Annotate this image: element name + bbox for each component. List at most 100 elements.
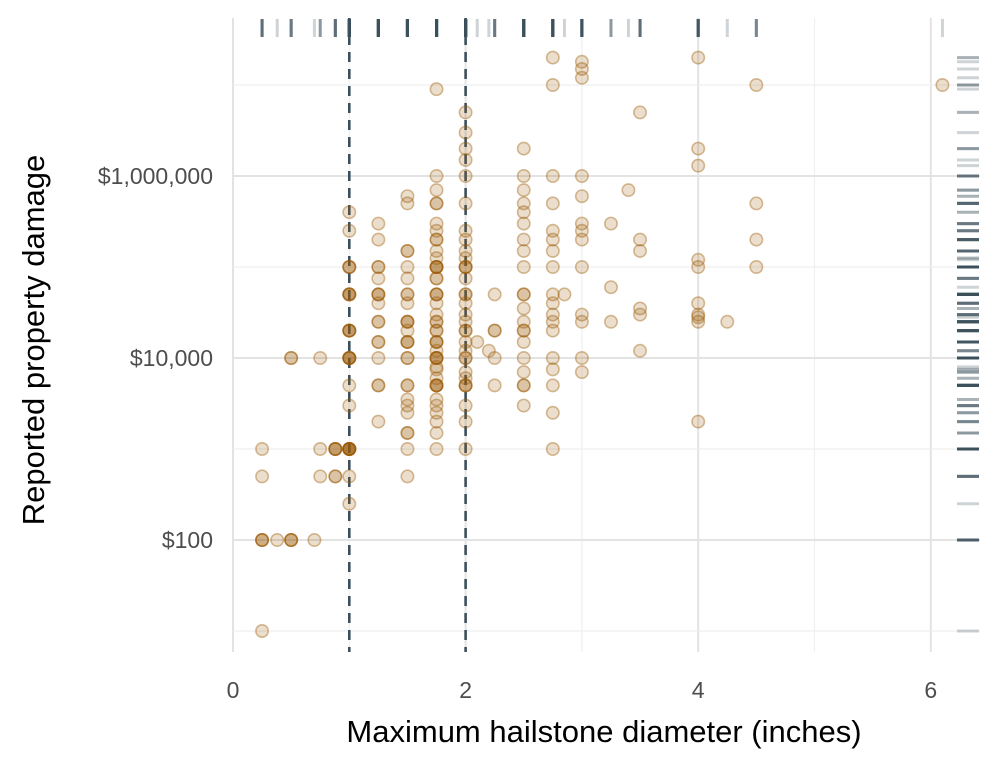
data-point — [749, 196, 764, 211]
data-point — [574, 307, 589, 322]
data-point — [545, 307, 560, 322]
data-point — [255, 532, 270, 547]
data-point — [545, 296, 560, 311]
data-point — [429, 183, 444, 198]
y-tick-label: $100 — [162, 527, 213, 553]
data-point — [429, 334, 444, 349]
data-point — [458, 251, 473, 266]
data-point — [400, 189, 415, 204]
data-point — [400, 425, 415, 440]
data-point — [342, 323, 357, 338]
data-point — [458, 243, 473, 258]
data-point — [342, 496, 357, 511]
data-point — [342, 223, 357, 238]
data-point — [458, 125, 473, 140]
data-point — [429, 350, 444, 365]
data-point — [691, 259, 706, 274]
data-point — [458, 343, 473, 358]
data-point — [429, 425, 444, 440]
data-point — [458, 271, 473, 286]
grid — [232, 18, 980, 652]
data-point — [633, 105, 648, 120]
data-point — [342, 205, 357, 220]
data-point — [429, 232, 444, 247]
top-rug — [260, 19, 944, 37]
data-point — [429, 314, 444, 329]
data-point — [342, 350, 357, 365]
data-point — [342, 259, 357, 274]
data-point — [429, 350, 444, 365]
data-point — [545, 323, 560, 338]
data-point — [400, 398, 415, 413]
data-point — [574, 314, 589, 329]
data-point — [633, 232, 648, 247]
data-point — [458, 105, 473, 120]
data-point — [458, 371, 473, 386]
data-point — [621, 183, 636, 198]
data-point — [429, 398, 444, 413]
data-point — [284, 350, 299, 365]
data-point — [516, 301, 531, 316]
data-point — [429, 371, 444, 386]
data-point — [429, 307, 444, 322]
data-point — [371, 287, 386, 302]
data-point — [458, 259, 473, 274]
data-point — [429, 362, 444, 377]
data-point — [429, 287, 444, 302]
data-point — [429, 378, 444, 393]
data-point — [400, 314, 415, 329]
data-point — [429, 232, 444, 247]
data-point — [371, 378, 386, 393]
data-point — [429, 196, 444, 211]
data-point — [516, 350, 531, 365]
data-point — [342, 287, 357, 302]
data-point — [574, 169, 589, 184]
data-point — [458, 378, 473, 393]
data-point — [429, 334, 444, 349]
data-point — [313, 350, 328, 365]
data-point — [720, 314, 735, 329]
data-point — [516, 287, 531, 302]
data-point — [284, 532, 299, 547]
data-point — [691, 141, 706, 156]
data-point — [429, 243, 444, 258]
data-point — [371, 334, 386, 349]
right-rug — [957, 56, 979, 633]
data-point — [516, 216, 531, 231]
data-point — [400, 469, 415, 484]
x-tick-label: 0 — [227, 677, 240, 703]
data-point — [749, 259, 764, 274]
data-point — [284, 532, 299, 547]
data-point — [470, 334, 485, 349]
data-point — [458, 441, 473, 456]
data-point — [328, 469, 343, 484]
data-point — [371, 296, 386, 311]
data-point — [284, 532, 299, 547]
data-point — [516, 259, 531, 274]
data-point — [516, 365, 531, 380]
data-point — [429, 196, 444, 211]
data-point — [342, 287, 357, 302]
data-point — [255, 532, 270, 547]
data-point — [342, 259, 357, 274]
data-point — [342, 287, 357, 302]
data-point — [342, 441, 357, 456]
data-point — [458, 314, 473, 329]
data-point — [342, 441, 357, 456]
data-point — [545, 405, 560, 420]
data-point — [516, 196, 531, 211]
data-point — [458, 414, 473, 429]
data-point — [574, 350, 589, 365]
data-point — [342, 469, 357, 484]
data-point — [749, 232, 764, 247]
data-point — [691, 314, 706, 329]
data-point — [342, 350, 357, 365]
data-point — [429, 271, 444, 286]
data-point — [429, 323, 444, 338]
data-point — [691, 252, 706, 267]
data-point — [935, 78, 950, 93]
data-point — [603, 280, 618, 295]
data-point — [458, 378, 473, 393]
data-point — [545, 259, 560, 274]
